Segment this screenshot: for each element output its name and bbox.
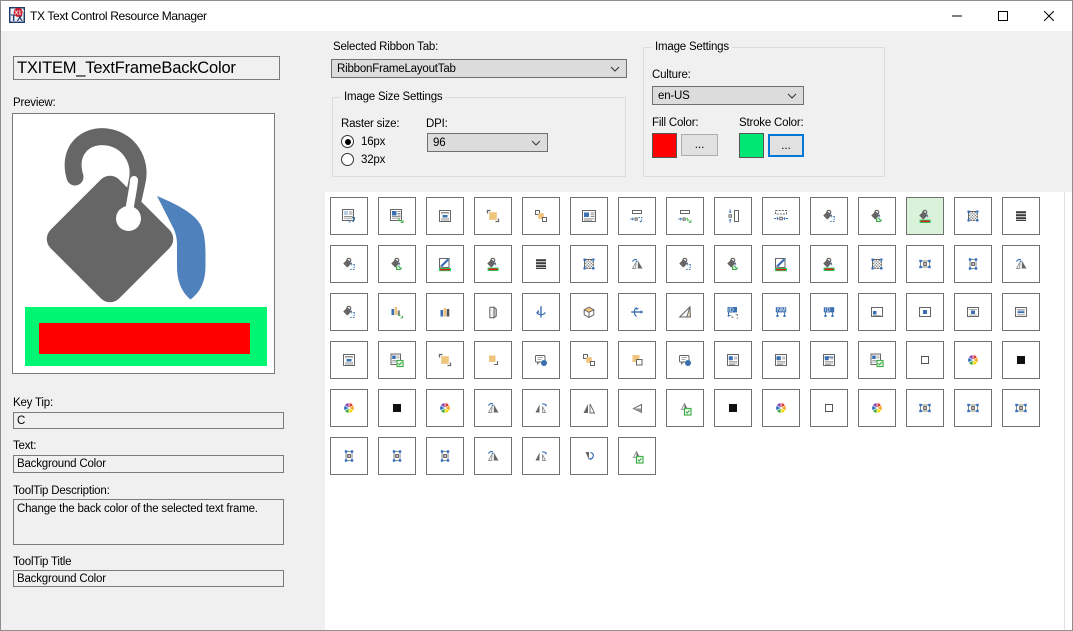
svg-text:TX: TX — [11, 13, 24, 23]
svg-text:ID: ID — [728, 308, 734, 314]
svg-text:X17: X17 — [15, 11, 25, 17]
svg-text:ID: ID — [825, 308, 831, 314]
svg-text:NM: NM — [777, 308, 786, 314]
